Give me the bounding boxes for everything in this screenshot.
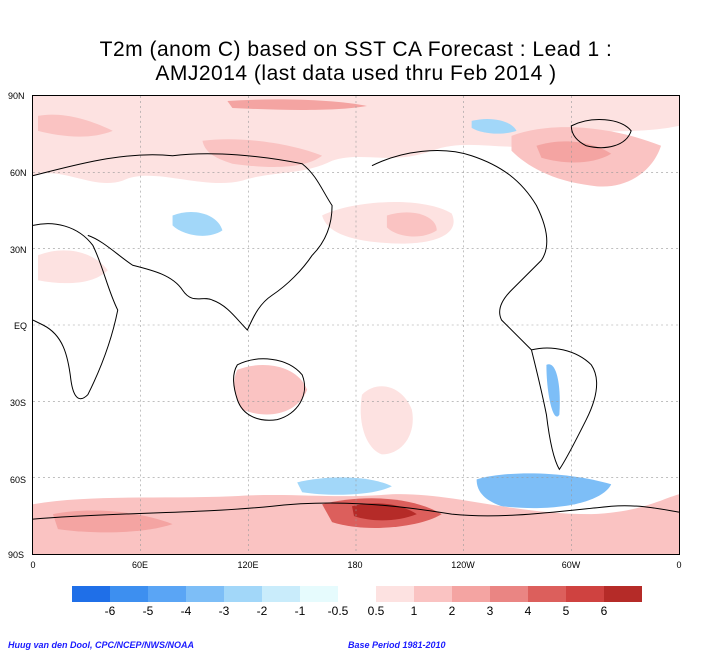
lon-label-0-end: 0 [676, 560, 682, 570]
colorbar-swatch-9 [376, 586, 414, 602]
colorbar-swatch-4 [186, 586, 224, 602]
lon-label-120w: 120W [451, 560, 475, 570]
colorbar-swatch-8 [338, 586, 376, 602]
colorbar-label-1: -6 [104, 604, 116, 618]
southern-ocean-cold-2 [297, 477, 392, 495]
colorbar-label-11: 3 [486, 604, 494, 618]
colorbar-swatch-10 [414, 586, 452, 602]
colorbar-swatch-6 [262, 586, 300, 602]
colorbar-label-14: 6 [600, 604, 608, 618]
coastlines [33, 119, 679, 520]
colorbar-label-7: -0.5 [327, 604, 349, 618]
lon-label-120e: 120E [237, 560, 259, 570]
north-pacific-core [386, 212, 437, 237]
eurasia-coast [33, 153, 333, 331]
credit-author: Huug van den Dool, CPC/NCEP/NWS/NOAA [8, 640, 195, 650]
title-line-1: T2m (anom C) based on SST CA Forecast : … [99, 38, 613, 61]
colorbar-swatch-13 [528, 586, 566, 602]
colorbar-swatch-2 [110, 586, 148, 602]
lat-label-30s: 30S [10, 398, 27, 408]
lat-label-60s: 60S [10, 475, 27, 485]
anomaly-map [32, 95, 680, 555]
arctic-cold-spot [471, 118, 517, 134]
asia-cold [172, 211, 223, 236]
colorbar-label-10: 2 [448, 604, 456, 618]
north-america-coast [371, 150, 548, 351]
grid-lines [33, 96, 679, 554]
antarctica-coast [33, 502, 679, 520]
lon-label-0: 0 [30, 560, 36, 570]
lat-label-30n: 30N [10, 245, 27, 255]
south-pacific-warm [360, 386, 413, 455]
title-line-2: AMJ2014 (last data used thru Feb 2014 ) [155, 62, 557, 85]
south-america-cold [546, 364, 560, 417]
southern-ocean-cold [476, 473, 612, 509]
colorbar-label-12: 4 [524, 604, 532, 618]
arctic-warm-patch-left [37, 114, 113, 137]
colorbar-swatch-14 [566, 586, 604, 602]
lat-label-60n: 60N [10, 168, 27, 178]
colorbar-swatch-1 [72, 586, 110, 602]
arctic-warm-band [33, 96, 679, 184]
colorbar-label-8: 0.5 [367, 604, 385, 618]
colorbar-label-4: -3 [218, 604, 230, 618]
colorbar-label-13: 5 [562, 604, 570, 618]
colorbar [72, 586, 642, 602]
colorbar-swatch-5 [224, 586, 262, 602]
lat-label-90n: 90N [8, 91, 25, 101]
siberia-warm [202, 139, 323, 167]
greenland-coast [570, 119, 632, 149]
colorbar-label-9: 1 [410, 604, 418, 618]
lon-label-60w: 60W [561, 560, 581, 570]
lat-label-90s: 90S [8, 550, 25, 560]
colorbar-label-6: -1 [294, 604, 306, 618]
lon-label-60e: 60E [131, 560, 149, 570]
colorbar-label-2: -5 [142, 604, 154, 618]
lon-label-180: 180 [347, 560, 363, 570]
lat-label-eq: EQ [14, 321, 28, 331]
australia-warm [234, 364, 308, 415]
colorbar-swatch-7 [300, 586, 338, 602]
credit-base-period: Base Period 1981-2010 [348, 640, 446, 650]
antarctic-warm-inner [352, 503, 417, 521]
australia-coast [233, 358, 306, 421]
colorbar-label-3: -4 [180, 604, 192, 618]
colorbar-swatch-11 [452, 586, 490, 602]
colorbar-label-5: -2 [256, 604, 268, 618]
colorbar-swatch-15 [604, 586, 642, 602]
africa-warm [37, 250, 108, 284]
south-america-coast [530, 347, 598, 471]
africa-coast [33, 223, 119, 400]
colorbar-swatch-12 [490, 586, 528, 602]
colorbar-swatch-3 [148, 586, 186, 602]
arctic-warm-core [227, 99, 367, 110]
